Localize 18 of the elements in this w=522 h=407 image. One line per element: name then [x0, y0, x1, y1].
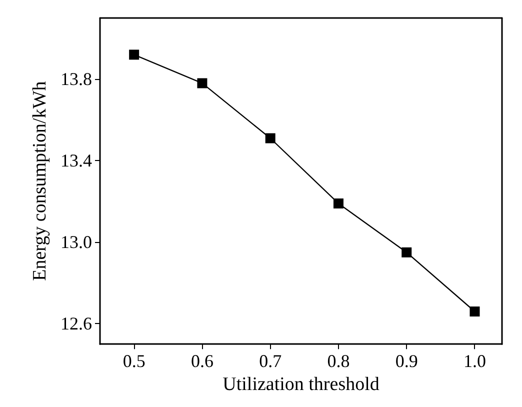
x-tick-label: 0.6	[190, 351, 214, 372]
x-tick-label: 1.0	[463, 351, 486, 372]
x-axis-title: Utilization threshold	[222, 374, 380, 395]
y-tick-label: 13.0	[60, 232, 92, 252]
x-tick-label: 0.8	[327, 351, 350, 372]
point	[265, 133, 276, 144]
point	[402, 247, 412, 258]
y-tick-label: 13.8	[60, 69, 92, 90]
x-tick-label: 0.5	[122, 351, 146, 372]
x-tick-label: 0.7	[259, 351, 282, 372]
point	[470, 306, 480, 316]
point	[197, 78, 208, 88]
x-tick-label: 0.9	[395, 351, 418, 372]
point	[129, 50, 140, 60]
y-tick-label: 12.6	[60, 314, 92, 334]
y-axis-title: Energy consumption/kWh	[30, 80, 51, 281]
point	[333, 198, 344, 208]
y-tick-label: 13.4	[60, 150, 92, 171]
